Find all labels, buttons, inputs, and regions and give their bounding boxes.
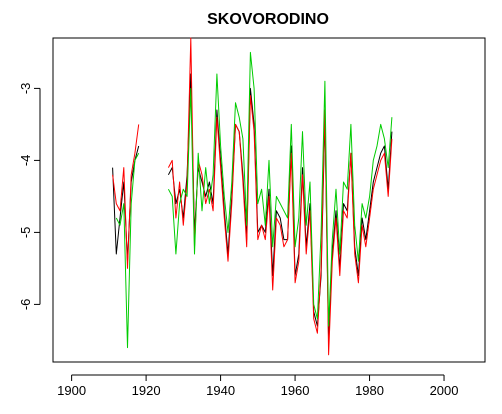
plot-frame	[52, 37, 486, 363]
series-line-2	[115, 152, 140, 349]
chart-title: SKOVORODINO	[207, 11, 329, 28]
series-layer	[112, 37, 393, 356]
series-line-2	[167, 51, 393, 327]
y-tick-label: -3	[18, 83, 33, 95]
series-line-1	[167, 37, 393, 356]
y-axis: -3 -4 -5 -6	[18, 83, 41, 311]
x-tick-label: 1960	[281, 383, 310, 398]
y-tick-label: -6	[18, 299, 33, 311]
x-tick-label: 1980	[355, 383, 384, 398]
series-line-1	[112, 124, 140, 269]
y-tick-label: -4	[18, 155, 33, 167]
y-tick-label: -5	[18, 227, 33, 239]
x-tick-label: 2000	[430, 383, 459, 398]
x-axis: 1900 1920 1940 1960 1980 2000	[57, 374, 459, 398]
x-tick-label: 1940	[206, 383, 235, 398]
x-tick-label: 1900	[57, 383, 86, 398]
x-tick-label: 1920	[132, 383, 161, 398]
